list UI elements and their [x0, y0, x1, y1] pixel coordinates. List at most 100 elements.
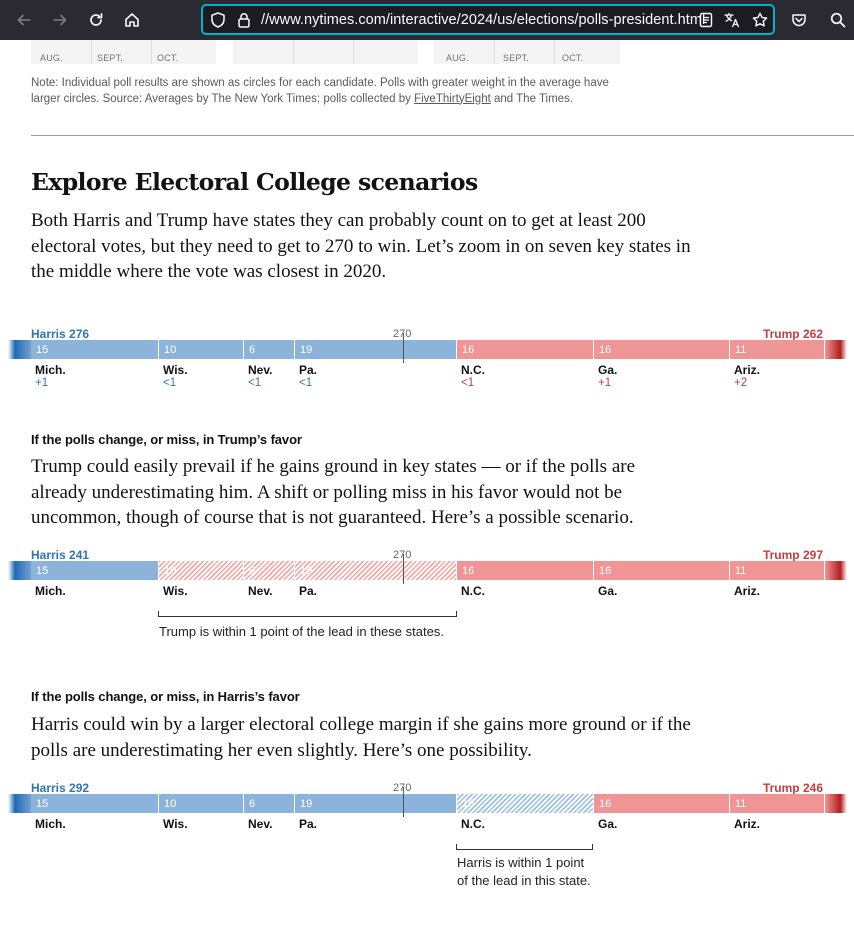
state-label: Ariz.	[734, 363, 761, 377]
back-icon[interactable]	[10, 6, 38, 34]
scenario-annotation: Harris is within 1 point of the lead in …	[457, 855, 591, 888]
chart-note: Note: Individual poll results are shown …	[31, 76, 671, 107]
threshold-label: 270	[393, 782, 411, 794]
state-label: Pa.	[299, 363, 318, 377]
state-label: Mich.	[35, 584, 66, 598]
harris-total: Harris 276	[31, 327, 90, 341]
poll-margin: <1	[163, 377, 177, 389]
poll-chart-fragment	[233, 40, 418, 64]
scenario-heading: If the polls change, or miss, in Harris’…	[31, 689, 300, 704]
shield-icon[interactable]	[209, 11, 227, 29]
poll-margin: <1	[461, 377, 475, 389]
ev-bar: 15 10 6 19 16 16 11	[8, 561, 847, 580]
state-label: Nev.	[248, 817, 273, 831]
ev-bar: 15 10 6 19 16 16 11	[8, 340, 847, 359]
trump-total: Trump 297	[762, 548, 823, 562]
state-segment-wis[interactable]: 10	[158, 794, 243, 813]
state-segment-nev[interactable]: 6	[243, 561, 294, 580]
poll-margin: +2	[734, 377, 748, 389]
forward-icon[interactable]	[46, 6, 74, 34]
annotation-bracket	[456, 844, 593, 850]
axis-tick-label: OCT.	[562, 53, 584, 63]
harris-total: Harris 292	[31, 781, 90, 795]
translate-icon[interactable]	[723, 11, 741, 29]
section-intro: Both Harris and Trump have states they c…	[31, 210, 691, 282]
state-segment-ariz[interactable]: 11	[729, 794, 824, 813]
scenario-text: Harris could win by a larger electoral c…	[31, 714, 691, 761]
state-segment-wis[interactable]: 10	[158, 340, 243, 359]
axis-tick-label: SEPT.	[97, 53, 124, 63]
poll-chart-fragment	[434, 40, 620, 64]
threshold-line	[403, 333, 404, 363]
state-label: Wis.	[163, 363, 188, 377]
state-segment-ga[interactable]: 16	[593, 561, 729, 580]
state-segment-mich[interactable]: 15	[31, 561, 158, 580]
state-label: Nev.	[248, 363, 273, 377]
safe-trump-cap	[824, 794, 847, 813]
state-label: Pa.	[299, 584, 318, 598]
threshold-label: 270	[393, 549, 411, 561]
state-segment-pa[interactable]: 19	[294, 561, 456, 580]
state-segment-pa[interactable]: 19	[294, 340, 456, 359]
scenario-annotation: Trump is within 1 point of the lead in t…	[159, 624, 444, 639]
poll-chart-fragment	[31, 40, 216, 64]
url-bar[interactable]: //www.nytimes.com/interactive/2024/us/el…	[201, 4, 775, 35]
trump-total: Trump 262	[762, 327, 823, 341]
threshold-line	[403, 554, 404, 584]
state-label: N.C.	[461, 363, 485, 377]
pocket-icon[interactable]	[785, 6, 813, 34]
annotation-bracket	[158, 611, 457, 617]
threshold-label: 270	[393, 328, 411, 340]
state-label: N.C.	[461, 584, 485, 598]
note-line: larger circles. Source: Averages by The …	[31, 92, 574, 105]
state-label: Ariz.	[734, 584, 761, 598]
state-segment-nc[interactable]: 16	[456, 794, 593, 813]
safe-trump-cap	[824, 340, 847, 359]
state-segment-ariz[interactable]: 11	[729, 340, 824, 359]
state-label: Ga.	[598, 817, 618, 831]
search-icon[interactable]	[824, 6, 852, 34]
state-segment-nev[interactable]: 6	[243, 340, 294, 359]
state-segment-wis[interactable]: 10	[158, 561, 243, 580]
poll-margin: <1	[299, 377, 313, 389]
state-segment-ga[interactable]: 16	[593, 340, 729, 359]
scenario-heading: If the polls change, or miss, in Trump’s…	[31, 432, 302, 447]
section-divider	[31, 135, 854, 136]
trump-total: Trump 246	[762, 781, 823, 795]
reload-icon[interactable]	[82, 6, 110, 34]
state-segment-mich[interactable]: 15	[31, 340, 158, 359]
poll-margin: <1	[248, 377, 262, 389]
state-label: N.C.	[461, 817, 485, 831]
ev-bar: 15 10 6 19 16 16 11	[8, 794, 847, 813]
state-label: Ga.	[598, 584, 618, 598]
state-segment-nc[interactable]: 16	[456, 340, 593, 359]
state-label: Wis.	[163, 584, 188, 598]
axis-tick-label: AUG.	[446, 53, 469, 63]
browser-toolbar: //www.nytimes.com/interactive/2024/us/el…	[0, 0, 854, 40]
state-segment-mich[interactable]: 15	[31, 794, 158, 813]
poll-margin: +1	[35, 377, 49, 389]
state-label: Ariz.	[734, 817, 761, 831]
axis-tick-label: OCT.	[157, 53, 179, 63]
lock-icon[interactable]	[235, 11, 253, 29]
axis-tick-label: SEPT.	[503, 53, 530, 63]
state-segment-ga[interactable]: 16	[593, 794, 729, 813]
state-segment-pa[interactable]: 19	[294, 794, 456, 813]
threshold-line	[403, 787, 404, 817]
state-segment-nc[interactable]: 16	[456, 561, 593, 580]
safe-trump-cap	[824, 561, 847, 580]
harris-total: Harris 241	[31, 548, 90, 562]
state-segment-nev[interactable]: 6	[243, 794, 294, 813]
state-label: Nev.	[248, 584, 273, 598]
state-segment-ariz[interactable]: 11	[729, 561, 824, 580]
state-label: Ga.	[598, 363, 618, 377]
note-line: Note: Individual poll results are shown …	[31, 77, 609, 89]
state-label: Wis.	[163, 817, 188, 831]
reader-view-icon[interactable]	[697, 11, 715, 29]
bookmark-star-icon[interactable]	[751, 11, 769, 29]
section-title: Explore Electoral College scenarios	[31, 168, 478, 196]
url-text[interactable]: //www.nytimes.com/interactive/2024/us/el…	[261, 12, 706, 28]
safe-harris-cap	[8, 561, 31, 580]
fivethirtyeight-link[interactable]: FiveThirtyEight	[414, 92, 491, 105]
home-icon[interactable]	[118, 6, 146, 34]
